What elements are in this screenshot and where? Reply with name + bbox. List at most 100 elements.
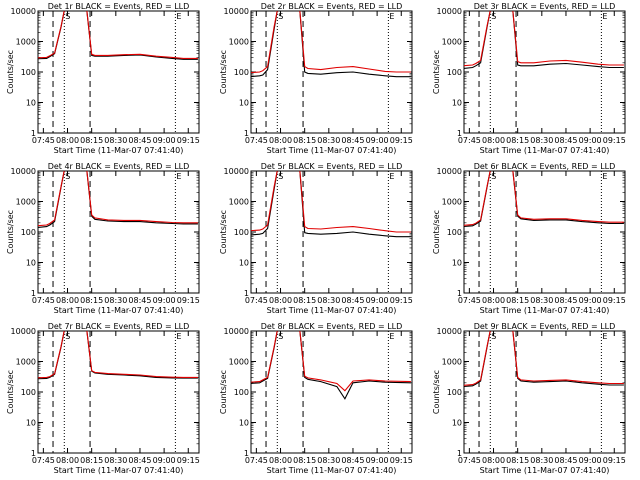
x-tick-label: 08:30	[317, 296, 340, 305]
x-tick-label: 08:45	[554, 136, 577, 145]
x-tick-label: 08:00	[56, 136, 79, 145]
y-axis-label: Counts/sec	[219, 210, 228, 254]
plot-panel: Det 9r BLACK = Events, RED = LLD 1 10 100 10…	[432, 322, 626, 475]
plot-panel: Det 5r BLACK = Events, RED = LLD 1 10 100 10…	[219, 162, 413, 315]
x-tick-label: 08:30	[317, 136, 340, 145]
x-tick-label: 09:15	[390, 296, 413, 305]
end-marker: E	[389, 172, 394, 181]
series-line-events	[38, 331, 198, 380]
x-tick-label: 08:00	[482, 296, 505, 305]
series-line-events	[251, 11, 411, 78]
x-axis-label: Start Time (11-Mar-07 07:41:40)	[480, 306, 610, 315]
x-tick-label: 08:45	[128, 456, 151, 465]
start-marker: S	[491, 332, 496, 341]
plot-frame	[250, 170, 413, 294]
plot-panel: Det 6r BLACK = Events, RED = LLD 1 10 100 10…	[432, 162, 626, 315]
x-tick-label: 08:00	[269, 136, 292, 145]
y-tick-label: 10	[26, 259, 36, 268]
plot-title: Det 9r BLACK = Events, RED = LLD	[474, 322, 616, 331]
x-tick-label: 09:00	[579, 296, 602, 305]
y-tick-label: 1	[457, 289, 462, 298]
x-tick-label: 09:00	[153, 456, 176, 465]
x-axis-label: Start Time (11-Mar-07 07:41:40)	[54, 146, 184, 155]
y-tick-label: 10000	[11, 327, 36, 336]
x-tick-label: 08:00	[482, 136, 505, 145]
x-tick-label: 09:15	[177, 136, 200, 145]
y-tick-label: 100	[447, 68, 462, 77]
plot-panel: Det 8r BLACK = Events, RED = LLD 1 10 100 10…	[219, 322, 413, 475]
x-tick-label: 08:30	[104, 296, 127, 305]
start-marker: S	[65, 172, 70, 181]
y-tick-label: 1	[244, 129, 249, 138]
x-tick-label: 07:45	[32, 296, 55, 305]
x-tick-label: 07:45	[32, 136, 55, 145]
series-line-lld	[464, 11, 624, 67]
series-line-events	[464, 171, 624, 228]
x-tick-label: 08:45	[128, 296, 151, 305]
series-line-lld	[38, 11, 198, 59]
x-tick-label: 08:45	[554, 456, 577, 465]
x-tick-label: 08:45	[341, 296, 364, 305]
y-tick-label: 100	[447, 228, 462, 237]
y-tick-label: 100	[234, 68, 249, 77]
x-axis-label: Start Time (11-Mar-07 07:41:40)	[54, 306, 184, 315]
y-tick-label: 10000	[11, 7, 36, 16]
start-marker: S	[491, 12, 496, 21]
x-tick-label: 07:45	[245, 296, 268, 305]
series-line-events	[38, 11, 198, 60]
start-marker: S	[65, 12, 70, 21]
x-tick-label: 07:45	[458, 136, 481, 145]
x-tick-label: 09:15	[177, 456, 200, 465]
x-tick-label: 09:15	[390, 136, 413, 145]
series-line-events	[251, 171, 411, 238]
plot-title: Det 3r BLACK = Events, RED = LLD	[474, 2, 616, 11]
plot-title: Det 6r BLACK = Events, RED = LLD	[474, 162, 616, 171]
series-line-lld	[38, 171, 198, 227]
y-tick-label: 1000	[229, 358, 249, 367]
x-tick-label: 09:15	[603, 456, 626, 465]
x-tick-label: 09:00	[153, 136, 176, 145]
plot-frame	[463, 10, 626, 134]
x-tick-label: 09:00	[366, 296, 389, 305]
start-marker: S	[491, 172, 496, 181]
plot-frame	[463, 330, 626, 454]
start-marker: S	[65, 332, 70, 341]
x-axis-label: Start Time (11-Mar-07 07:41:40)	[480, 466, 610, 475]
y-tick-label: 10	[26, 419, 36, 428]
series-line-lld	[251, 171, 411, 233]
end-marker: E	[176, 172, 181, 181]
x-tick-label: 08:15	[80, 136, 103, 145]
y-tick-label: 1	[457, 129, 462, 138]
x-tick-label: 09:15	[390, 456, 413, 465]
start-marker: S	[278, 332, 283, 341]
y-tick-label: 1000	[442, 198, 462, 207]
plot-frame	[37, 170, 200, 294]
x-tick-label: 08:00	[56, 456, 79, 465]
y-tick-label: 10000	[437, 167, 462, 176]
y-tick-label: 100	[234, 388, 249, 397]
y-tick-label: 100	[21, 388, 36, 397]
plot-title: Det 1r BLACK = Events, RED = LLD	[48, 2, 190, 11]
end-marker: E	[389, 332, 394, 341]
x-tick-label: 08:30	[530, 136, 553, 145]
x-tick-label: 09:00	[366, 136, 389, 145]
x-tick-label: 09:15	[603, 296, 626, 305]
plot-frame	[37, 330, 200, 454]
x-tick-label: 08:30	[317, 456, 340, 465]
plot-title: Det 4r BLACK = Events, RED = LLD	[48, 162, 190, 171]
y-axis-label: Counts/sec	[219, 50, 228, 94]
plot-frame	[37, 10, 200, 134]
x-tick-label: 07:45	[32, 456, 55, 465]
x-tick-label: 08:00	[56, 296, 79, 305]
end-marker: E	[176, 332, 181, 341]
x-tick-label: 08:30	[104, 456, 127, 465]
plot-panel: Det 3r BLACK = Events, RED = LLD 1 10 100 10…	[432, 2, 626, 155]
y-tick-label: 1000	[442, 358, 462, 367]
y-axis-label: Counts/sec	[432, 210, 441, 254]
x-tick-label: 08:15	[293, 136, 316, 145]
y-tick-label: 1000	[16, 38, 36, 47]
y-tick-label: 1000	[16, 358, 36, 367]
x-tick-label: 09:15	[177, 296, 200, 305]
x-tick-label: 08:15	[506, 296, 529, 305]
